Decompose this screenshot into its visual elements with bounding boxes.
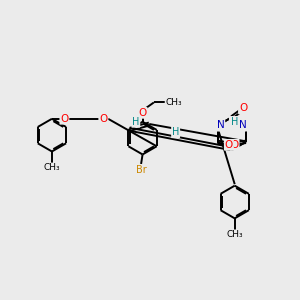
Text: O: O (60, 114, 68, 124)
Text: H: H (231, 117, 239, 127)
Text: Br: Br (136, 165, 146, 175)
Text: O: O (239, 103, 247, 113)
Text: CH₃: CH₃ (166, 98, 182, 107)
Text: H: H (230, 117, 237, 127)
Text: O: O (225, 140, 233, 150)
Text: CH₃: CH₃ (226, 230, 243, 239)
Text: O: O (138, 108, 147, 118)
Text: H: H (132, 117, 140, 127)
Text: O: O (99, 114, 107, 124)
Text: N: N (239, 121, 247, 130)
Text: N: N (216, 121, 224, 130)
Text: CH₃: CH₃ (44, 163, 60, 172)
Text: N: N (217, 121, 224, 130)
Text: O: O (230, 140, 239, 150)
Text: H: H (172, 128, 179, 137)
Text: N: N (238, 121, 246, 130)
